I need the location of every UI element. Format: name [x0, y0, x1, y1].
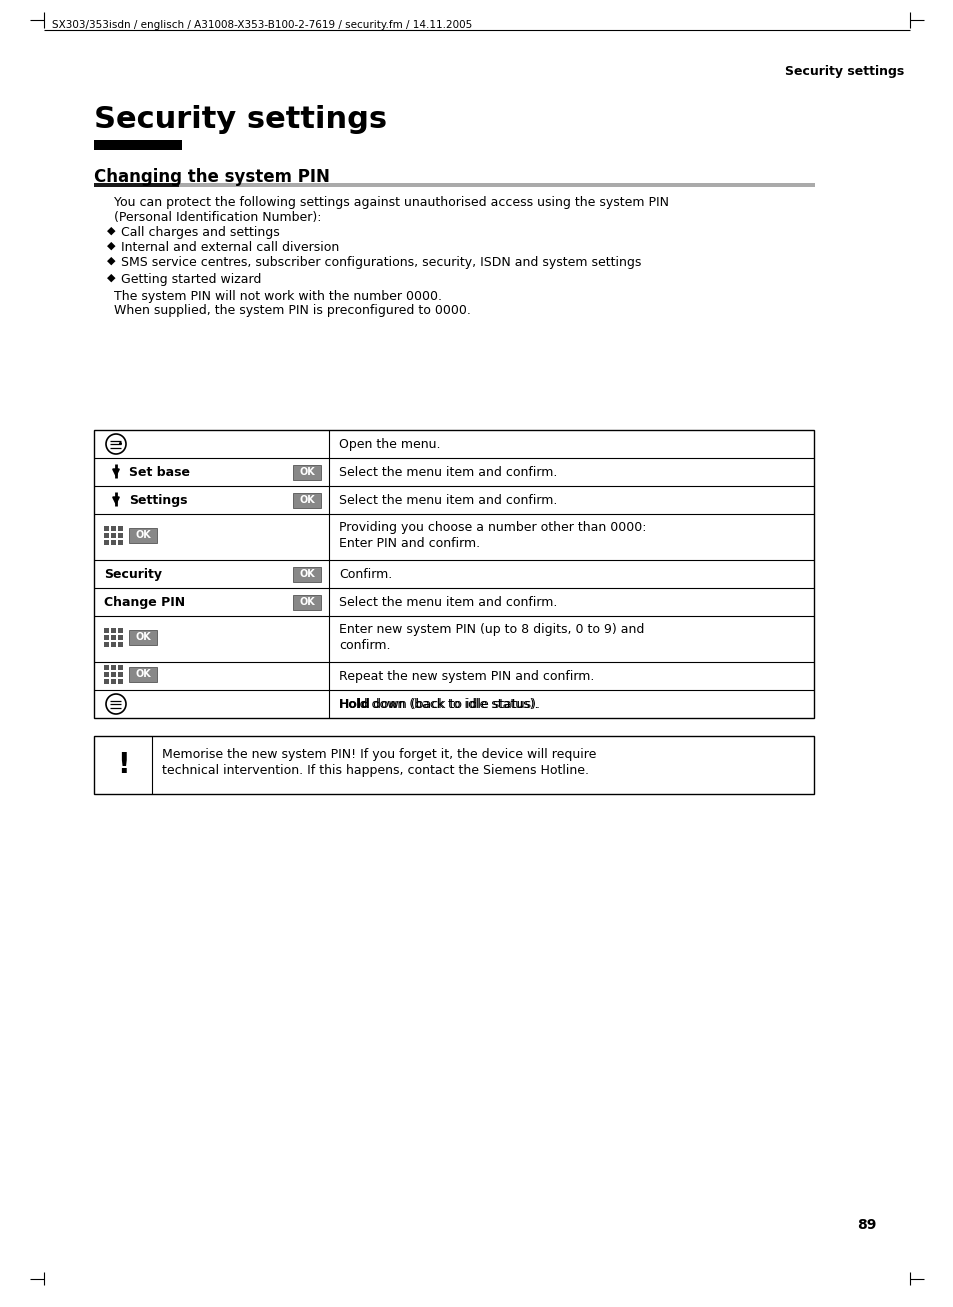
- Bar: [118, 635, 123, 640]
- Text: OK: OK: [299, 569, 314, 579]
- Bar: [118, 533, 123, 538]
- Bar: [118, 665, 123, 670]
- Bar: [118, 672, 123, 677]
- Text: When supplied, the system PIN is preconfigured to 0000.: When supplied, the system PIN is preconf…: [113, 305, 471, 318]
- Text: OK: OK: [135, 669, 151, 680]
- Text: OK: OK: [299, 597, 314, 606]
- Text: Repeat the new system PIN and confirm.: Repeat the new system PIN and confirm.: [338, 670, 594, 684]
- Bar: [111, 665, 116, 670]
- Text: Enter PIN and confirm.: Enter PIN and confirm.: [338, 537, 479, 550]
- Bar: [104, 635, 109, 640]
- Bar: [179, 183, 814, 187]
- Text: Select the menu item and confirm.: Select the menu item and confirm.: [338, 467, 557, 478]
- Text: (Personal Identification Number):: (Personal Identification Number):: [113, 210, 321, 223]
- Text: Security: Security: [104, 569, 162, 582]
- Text: ◆: ◆: [107, 273, 115, 284]
- Text: ◆: ◆: [107, 256, 115, 267]
- Text: Hold: Hold: [338, 698, 371, 711]
- Text: Select the menu item and confirm.: Select the menu item and confirm.: [338, 494, 557, 507]
- Bar: [111, 635, 116, 640]
- Text: OK: OK: [299, 467, 314, 477]
- Bar: [104, 540, 109, 545]
- Bar: [293, 567, 320, 582]
- Bar: [104, 525, 109, 531]
- Text: !: !: [116, 752, 130, 779]
- Text: Hold down (back to idle status).: Hold down (back to idle status).: [338, 698, 537, 711]
- Bar: [118, 642, 123, 647]
- Text: Providing you choose a number other than 0000:: Providing you choose a number other than…: [338, 521, 646, 535]
- Bar: [118, 680, 123, 684]
- Text: OK: OK: [135, 633, 151, 642]
- Text: SX303/353isdn / englisch / A31008-X353-B100-2-7619 / security.fm / 14.11.2005: SX303/353isdn / englisch / A31008-X353-B…: [52, 20, 472, 30]
- Bar: [111, 533, 116, 538]
- Bar: [111, 680, 116, 684]
- Text: down (back to idle status).: down (back to idle status).: [369, 698, 539, 711]
- Text: Memorise the new system PIN! If you forget it, the device will require: Memorise the new system PIN! If you forg…: [162, 748, 596, 761]
- Bar: [118, 627, 123, 633]
- Text: Change PIN: Change PIN: [104, 596, 185, 609]
- Text: 89: 89: [856, 1218, 876, 1233]
- Bar: [104, 533, 109, 538]
- Text: Security settings: Security settings: [94, 105, 387, 135]
- Text: Enter new system PIN (up to 8 digits, 0 to 9) and: Enter new system PIN (up to 8 digits, 0 …: [338, 623, 643, 637]
- Text: Security settings: Security settings: [784, 65, 903, 78]
- Text: The system PIN will not work with the number 0000.: The system PIN will not work with the nu…: [113, 290, 441, 303]
- Bar: [129, 630, 157, 644]
- Text: Select the menu item and confirm.: Select the menu item and confirm.: [338, 596, 557, 609]
- Text: OK: OK: [135, 531, 151, 540]
- Bar: [118, 540, 123, 545]
- Text: Set base: Set base: [129, 467, 190, 478]
- Text: SMS service centres, subscriber configurations, security, ISDN and system settin: SMS service centres, subscriber configur…: [121, 256, 640, 269]
- Text: OK: OK: [299, 495, 314, 505]
- Bar: [104, 627, 109, 633]
- Text: Call charges and settings: Call charges and settings: [121, 226, 279, 239]
- Bar: [293, 493, 320, 508]
- Text: technical intervention. If this happens, contact the Siemens Hotline.: technical intervention. If this happens,…: [162, 765, 588, 776]
- Bar: [129, 528, 157, 542]
- Text: Changing the system PIN: Changing the system PIN: [94, 169, 330, 186]
- Text: ◆: ◆: [107, 226, 115, 237]
- Bar: [118, 525, 123, 531]
- Bar: [104, 672, 109, 677]
- Text: Getting started wizard: Getting started wizard: [121, 273, 261, 286]
- Text: Open the menu.: Open the menu.: [338, 438, 440, 451]
- Bar: [111, 627, 116, 633]
- Bar: [111, 672, 116, 677]
- Bar: [104, 642, 109, 647]
- Bar: [104, 665, 109, 670]
- Text: confirm.: confirm.: [338, 639, 390, 652]
- Bar: [94, 183, 179, 187]
- Text: ◆: ◆: [107, 240, 115, 251]
- Text: You can protect the following settings against unauthorised access using the sys: You can protect the following settings a…: [113, 196, 668, 209]
- Text: Settings: Settings: [129, 494, 188, 507]
- Bar: [111, 525, 116, 531]
- Bar: [129, 667, 157, 682]
- Text: Internal and external call diversion: Internal and external call diversion: [121, 240, 339, 254]
- Bar: [104, 680, 109, 684]
- Text: Confirm.: Confirm.: [338, 569, 392, 582]
- Bar: [293, 595, 320, 610]
- Bar: [111, 540, 116, 545]
- Bar: [94, 736, 813, 793]
- Bar: [111, 642, 116, 647]
- Bar: [94, 140, 182, 150]
- Bar: [293, 465, 320, 480]
- Bar: [94, 430, 813, 718]
